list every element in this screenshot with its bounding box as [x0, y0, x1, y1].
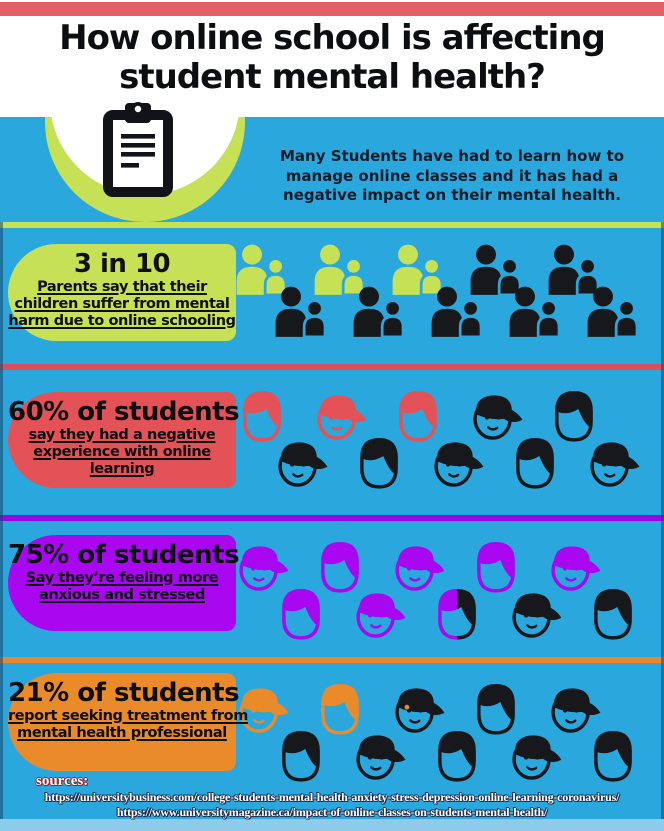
pictogram-row — [272, 285, 642, 343]
stat-bubble-parents: 3 in 10 Parents say that their children … — [8, 244, 236, 341]
stat-section-anxious-stressed: 75% of students Say they’re feeling more… — [0, 521, 664, 657]
cap-face-icon — [467, 387, 525, 445]
hair-face-icon — [272, 727, 330, 785]
pictogram-row — [272, 585, 642, 643]
stat-section-seeking-treatment: 21% of students report seeking treatment… — [0, 663, 664, 819]
hair-face-icon — [233, 387, 291, 445]
hair-face-icon — [428, 585, 486, 643]
cap-face-icon — [545, 680, 603, 738]
hair-face-icon — [584, 727, 642, 785]
stat-subline: Say they’re feeling more — [25, 569, 219, 586]
pictogram-parents — [0, 228, 664, 364]
page-title-line1: How online school is affecting — [59, 18, 606, 58]
stat-headline: 21% of students — [8, 678, 240, 708]
parent-child-icon — [584, 285, 642, 343]
cap-face-icon — [350, 727, 408, 785]
divider-green — [0, 222, 664, 228]
divider-red — [0, 364, 664, 370]
cap-face-icon — [350, 585, 408, 643]
sources-label: sources: — [36, 773, 89, 789]
parent-child-icon — [428, 285, 486, 343]
pictogram-row — [272, 727, 642, 785]
cap-face-icon — [272, 434, 330, 492]
top-white-line — [0, 0, 664, 2]
pictogram-negative-experience — [0, 370, 664, 515]
cap-face-icon — [389, 680, 447, 738]
pictogram-row — [233, 387, 603, 445]
hair-face-icon — [506, 434, 564, 492]
page-title-line2: student mental health? — [119, 57, 546, 98]
stat-bubble-anxious-stressed: 75% of students Say they’re feeling more… — [8, 535, 240, 631]
cap-face-icon — [389, 538, 447, 596]
hair-face-icon — [272, 585, 330, 643]
cap-face-icon — [584, 434, 642, 492]
stat-section-negative-experience: 60% of students say they had a negative … — [0, 370, 664, 515]
stat-subline: experience with online — [33, 443, 211, 460]
hair-face-icon — [311, 680, 369, 738]
clipboard-icon — [103, 102, 173, 197]
stat-bubble-seeking-treatment: 21% of students report seeking treatment… — [8, 673, 248, 771]
cap-face-icon — [233, 680, 291, 738]
pictogram-row — [272, 434, 642, 492]
header-intro-band: Many Students have had to learn how to m… — [0, 117, 664, 222]
cap-face-icon — [311, 387, 369, 445]
divider-orange — [0, 657, 664, 663]
parent-child-icon — [311, 243, 369, 301]
cap-face-icon — [506, 727, 564, 785]
header: How online school is affecting student m… — [0, 16, 664, 117]
pictogram-seeking-treatment — [0, 663, 664, 819]
parent-child-icon — [272, 285, 330, 343]
pictogram-row — [233, 538, 603, 596]
hair-face-icon — [467, 680, 525, 738]
stat-subline: Parents say that their — [37, 278, 207, 295]
cap-face-icon — [428, 434, 486, 492]
parent-child-icon — [233, 243, 291, 301]
stat-subline: harm due to online schooling — [8, 312, 236, 329]
stat-headline: 75% of students — [8, 540, 240, 570]
stat-subline: say they had a negative — [28, 426, 216, 443]
intro-text: Many Students have had to learn how to m… — [280, 147, 624, 204]
hair-face-icon — [467, 538, 525, 596]
parent-child-icon — [467, 243, 525, 301]
divider-purple — [0, 515, 664, 521]
stat-subline: report seeking treatment from — [8, 707, 248, 724]
stat-bubble-negative-experience: 60% of students say they had a negative … — [8, 392, 240, 488]
stat-subline: mental health professional — [17, 724, 227, 741]
pictogram-anxious-stressed — [0, 521, 664, 657]
stat-headline: 60% of students — [8, 397, 240, 427]
parent-child-icon — [389, 243, 447, 301]
hair-face-icon — [311, 538, 369, 596]
source-url-2[interactable]: https://www.universitymagazine.ca/impact… — [116, 805, 548, 819]
stat-subline: anxious and stressed — [39, 586, 205, 603]
stat-subline: children suffer from mental — [14, 295, 230, 312]
cap-face-icon — [233, 538, 291, 596]
pictogram-row — [233, 243, 603, 301]
top-accent-bar — [0, 2, 664, 16]
bottom-strip — [0, 819, 664, 831]
stat-section-parents: 3 in 10 Parents say that their children … — [0, 228, 664, 364]
pictogram-row — [233, 680, 603, 738]
hair-face-icon — [545, 387, 603, 445]
cap-face-icon — [545, 538, 603, 596]
stat-headline: 3 in 10 — [73, 249, 171, 279]
hair-face-icon — [584, 585, 642, 643]
parent-child-icon — [350, 285, 408, 343]
left-edge-shade — [0, 222, 3, 819]
hair-face-icon — [389, 387, 447, 445]
parent-child-icon — [545, 243, 603, 301]
hair-face-icon — [428, 727, 486, 785]
source-url-1[interactable]: https://universitybusiness.com/college-s… — [44, 790, 620, 804]
hair-face-icon — [350, 434, 408, 492]
stat-subline: learning — [89, 460, 155, 477]
right-edge-shade — [661, 222, 664, 819]
parent-child-icon — [506, 285, 564, 343]
cap-face-icon — [506, 585, 564, 643]
